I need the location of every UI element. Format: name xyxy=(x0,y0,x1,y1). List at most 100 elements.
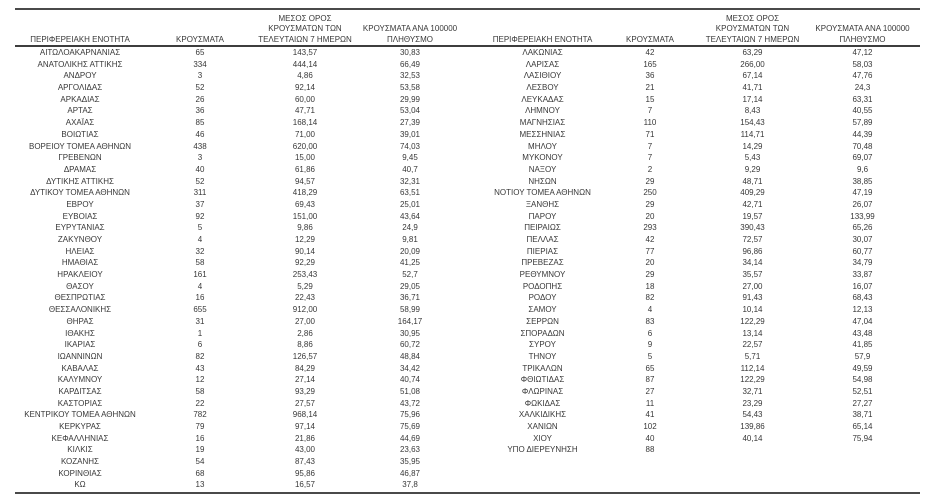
region-cell: ΚΕΝΤΡΙΚΟΥ ΤΟΜΕΑ ΑΘΗΝΩΝ xyxy=(24,410,136,420)
region-cell: ΛΕΥΚΑΔΑΣ xyxy=(521,94,564,104)
per100k-cell: 38,71 xyxy=(852,410,873,420)
avg7-cell: 14,29 xyxy=(742,141,763,151)
table-row: ΚΑΣΤΟΡΙΑΣ 22 27,57 43,72 xyxy=(15,398,465,410)
table-row: ΥΠΟ ΔΙΕΡΕΥΝΗΣΗ 88 xyxy=(485,444,920,456)
per100k-cell: 23,63 xyxy=(399,445,421,455)
avg7-cell: 21,86 xyxy=(294,433,316,443)
region-cell: ΡΟΔΟΥ xyxy=(528,293,557,303)
region-cell: ΛΑΚΩΝΙΑΣ xyxy=(522,48,563,57)
region-cell: ΦΩΚΙΔΑΣ xyxy=(524,398,561,408)
table-row: ΑΡΓΟΛΙΔΑΣ 52 92,14 53,58 xyxy=(15,82,465,94)
region-cell: ΠΙΕΡΙΑΣ xyxy=(526,246,559,256)
avg7-cell: 40,14 xyxy=(742,433,763,443)
header-avg7: ΜΕΣΟΣ ΟΡΟΣ ΚΡΟΥΣΜΑΤΩΝ ΤΩΝ ΤΕΛΕΥΤΑΙΩΝ 7 Η… xyxy=(705,13,800,44)
table-row: ΑΡΚΑΔΙΑΣ 26 60,00 29,99 xyxy=(15,94,465,106)
table-row: ΚΑΒΑΛΑΣ 43 84,29 34,42 xyxy=(15,363,465,375)
region-cell: ΜΗΛΟΥ xyxy=(528,141,557,151)
table-row: ΛΑΚΩΝΙΑΣ 42 63,29 47,12 xyxy=(485,47,920,59)
region-cell: ΑΝΔΡΟΥ xyxy=(63,71,97,81)
region-cell: ΑΡΚΑΔΙΑΣ xyxy=(60,94,100,104)
table-row: ΡΟΔΟΠΗΣ 18 27,00 16,07 xyxy=(485,281,920,293)
per100k-cell: 25,01 xyxy=(399,199,421,209)
table-row: ΚΑΛΥΜΝΟΥ 12 27,14 40,74 xyxy=(15,374,465,386)
per100k-cell: 38,85 xyxy=(852,176,873,186)
per100k-cell: 74,03 xyxy=(399,141,421,151)
region-cell: ΙΘΑΚΗΣ xyxy=(65,328,95,338)
table-row: ΘΕΣΣΑΛΟΝΙΚΗΣ 655 912,00 58,99 xyxy=(15,304,465,316)
region-cell: ΜΕΣΣΗΝΙΑΣ xyxy=(519,129,566,139)
avg7-cell: 8,43 xyxy=(744,106,761,116)
table-row: ΑΧΑΪΑΣ 85 168,14 27,39 xyxy=(15,117,465,129)
cases-cell: 26 xyxy=(195,94,205,104)
avg7-cell: 42,71 xyxy=(742,199,763,209)
per100k-cell: 43,72 xyxy=(399,398,421,408)
per100k-cell: 16,07 xyxy=(852,281,873,291)
cases-cell: 3 xyxy=(197,71,203,81)
avg7-cell: 87,43 xyxy=(294,457,316,467)
table-row: ΣΥΡΟΥ 9 22,57 41,85 xyxy=(485,339,920,351)
per100k-cell: 44,69 xyxy=(399,433,421,443)
per100k-cell: 75,96 xyxy=(399,410,421,420)
table-row: ΛΑΣΙΘΙΟΥ 36 67,14 47,76 xyxy=(485,70,920,82)
table-row: ΣΑΜΟΥ 4 10,14 12,13 xyxy=(485,304,920,316)
cases-cell: 65 xyxy=(645,363,655,373)
table-row: ΝΟΤΙΟΥ ΤΟΜΕΑ ΑΘΗΝΩΝ 250 409,29 47,19 xyxy=(485,187,920,199)
per100k-cell: 41,85 xyxy=(852,340,873,350)
region-cell: ΛΗΜΝΟΥ xyxy=(525,106,560,116)
table-row: ΜΑΓΝΗΣΙΑΣ 110 154,43 57,89 xyxy=(485,117,920,129)
table-row: ΔΥΤΙΚΗΣ ΑΤΤΙΚΗΣ 52 94,57 32,31 xyxy=(15,176,465,188)
cases-cell: 110 xyxy=(643,118,657,128)
region-cell: ΚΕΡΚΥΡΑΣ xyxy=(59,422,101,431)
table-row: ΦΛΩΡΙΝΑΣ 27 32,71 52,51 xyxy=(485,386,920,398)
table-row: ΔΡΑΜΑΣ 40 61,86 40,7 xyxy=(15,164,465,176)
cases-cell: 42 xyxy=(645,235,655,244)
per100k-cell: 57,9 xyxy=(854,351,871,361)
avg7-cell: 114,71 xyxy=(740,129,765,139)
avg7-cell: 15,00 xyxy=(294,153,316,163)
cases-cell: 4 xyxy=(647,305,653,315)
per100k-cell: 44,39 xyxy=(852,129,873,139)
avg7-cell: 4,86 xyxy=(297,71,313,81)
region-cell: ΕΒΡΟΥ xyxy=(66,199,94,209)
region-cell: ΖΑΚΥΝΘΟΥ xyxy=(57,235,103,244)
per100k-cell: 47,19 xyxy=(852,188,873,198)
per100k-cell: 27,39 xyxy=(399,118,421,128)
table-row: ΕΥΒΟΙΑΣ 92 151,00 43,64 xyxy=(15,211,465,223)
avg7-cell: 5,43 xyxy=(744,153,761,163)
cases-cell: 5 xyxy=(647,351,653,361)
table-row: ΓΡΕΒΕΝΩΝ 3 15,00 9,45 xyxy=(15,152,465,164)
cases-cell: 21 xyxy=(645,83,655,93)
cases-cell: 20 xyxy=(645,211,655,221)
cases-cell: 1 xyxy=(197,328,203,338)
avg7-cell: 968,14 xyxy=(292,410,318,420)
region-cell: ΧΑΝΙΩΝ xyxy=(527,422,558,431)
table-row: ΝΗΣΩΝ 29 48,71 38,85 xyxy=(485,176,920,188)
region-cell: ΒΟΡΕΙΟΥ ΤΟΜΕΑ ΑΘΗΝΩΝ xyxy=(28,141,132,151)
cases-cell: 6 xyxy=(647,328,653,338)
header-avg7: ΜΕΣΟΣ ΟΡΟΣ ΚΡΟΥΣΜΑΤΩΝ ΤΩΝ ΤΕΛΕΥΤΑΙΩΝ 7 Η… xyxy=(258,13,352,44)
avg7-cell: 60,00 xyxy=(294,94,316,104)
cases-cell: 19 xyxy=(195,445,205,455)
header-per100k: ΚΡΟΥΣΜΑΤΑ ΑΝΑ 100000 ΠΛΗΘΥΣΜΟ xyxy=(362,24,458,44)
region-cell: ΝΑΞΟΥ xyxy=(528,164,557,174)
per100k-cell: 27,27 xyxy=(852,398,873,408)
table-row: ΑΙΤΩΛΟΑΚΑΡΝΑΝΙΑΣ 65 143,57 30,83 xyxy=(15,47,465,59)
per100k-cell: 164,17 xyxy=(397,316,423,326)
avg7-cell: 9,86 xyxy=(297,223,313,233)
cases-cell: 92 xyxy=(195,211,205,221)
cases-cell: 82 xyxy=(195,351,205,361)
avg7-cell: 72,57 xyxy=(742,235,763,244)
region-cell: ΦΛΩΡΙΝΑΣ xyxy=(521,386,564,396)
per100k-cell: 70,48 xyxy=(852,141,873,151)
per100k-cell: 40,7 xyxy=(402,164,418,174)
per100k-cell: 43,48 xyxy=(852,328,873,338)
cases-cell: 37 xyxy=(195,199,205,209)
avg7-cell: 34,14 xyxy=(742,258,763,268)
cases-cell: 15 xyxy=(645,94,655,104)
cases-cell: 9 xyxy=(647,340,653,350)
cases-cell: 7 xyxy=(647,106,653,116)
cases-cell: 46 xyxy=(195,129,205,139)
avg7-cell xyxy=(700,444,805,456)
cases-cell: 85 xyxy=(195,118,205,128)
table-row: ΚΟΡΙΝΘΙΑΣ 68 95,86 46,87 xyxy=(15,468,465,480)
